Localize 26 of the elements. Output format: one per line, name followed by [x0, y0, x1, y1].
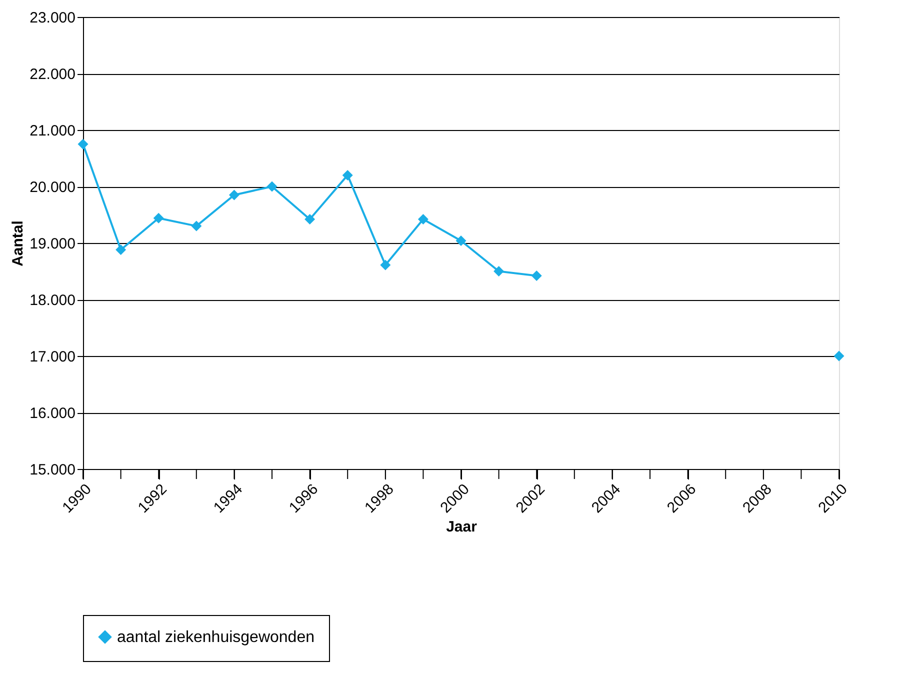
point	[531, 270, 542, 282]
y-tick-label: 15.000	[30, 462, 76, 478]
legend-label: aantal ziekenhuisgewonden	[117, 629, 314, 646]
y-tick-label: 20.000	[30, 179, 76, 196]
point	[304, 214, 316, 225]
point	[418, 214, 428, 225]
y-tick-label: 16.000	[30, 405, 76, 422]
x-axis-title: Jaar	[446, 518, 478, 536]
point	[191, 220, 202, 232]
point	[228, 190, 240, 200]
point	[380, 260, 391, 270]
y-tick-label: 23.000	[30, 10, 76, 26]
point	[494, 266, 504, 276]
point	[78, 138, 88, 150]
point	[342, 170, 353, 180]
y-tick-label: 21.000	[30, 122, 76, 140]
y-tick-label: 22.000	[30, 66, 76, 83]
y-tick-label: 17.000	[30, 348, 76, 366]
y-tick-label: 18.000	[30, 292, 76, 309]
point	[834, 350, 844, 362]
y-tick-label: 19.000	[30, 236, 76, 252]
point	[116, 244, 126, 256]
point	[153, 212, 164, 224]
point	[266, 181, 278, 192]
point	[456, 235, 466, 246]
y-axis-title: Aantal	[10, 220, 27, 266]
